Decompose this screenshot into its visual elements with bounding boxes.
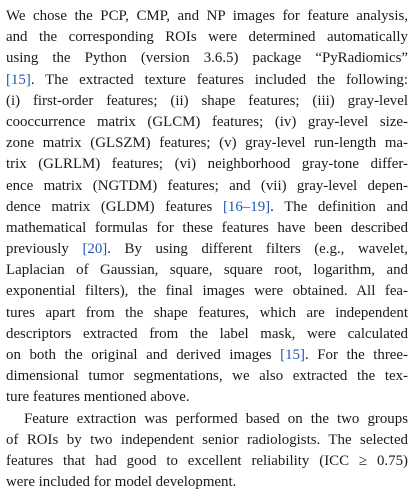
text-line: ence matrix (NGTDM) features; and (vii) … (6, 176, 408, 197)
text-segment: dimensional tumor segmentations, we also… (6, 368, 408, 385)
text-line: cooccurrence matrix (GLCM) features; (iv… (6, 112, 408, 133)
text-segment: ence matrix (NGTDM) features; and (vii) … (6, 177, 408, 194)
text-segment: Feature extraction was performed based o… (24, 410, 408, 427)
text-line: exponential filters), the final images w… (6, 281, 408, 302)
text-segment: using the Python (version 3.6.5) package… (6, 50, 408, 67)
text-segment: mathematical formulas for these features… (6, 219, 408, 236)
text-line: trix (GLRLM) features; (vi) neighborhood… (6, 154, 408, 175)
text-line: dence matrix (GLDM) features [16–19]. Th… (6, 197, 408, 218)
text-line: dimensional tumor segmentations, we also… (6, 366, 408, 387)
text-segment: were included for model development. (6, 474, 237, 491)
text-segment: . By using different filters (e.g., wave… (107, 241, 408, 258)
text-segment: Laplacian of Gaussian, square, square ro… (6, 262, 408, 279)
article-body: We chose the PCP, CMP, and NP images for… (6, 6, 408, 493)
text-line: were included for model development. (6, 472, 408, 493)
text-line: We chose the PCP, CMP, and NP images for… (6, 6, 408, 27)
text-segment: We chose the PCP, CMP, and NP images for… (6, 8, 408, 24)
text-segment: (i) first-order features; (ii) shape fea… (6, 92, 408, 109)
text-line: descriptors extracted from the label mas… (6, 324, 408, 345)
text-line: (i) first-order features; (ii) shape fea… (6, 91, 408, 112)
text-segment: ture features mentioned above. (6, 389, 190, 406)
text-line: mathematical formulas for these features… (6, 218, 408, 239)
text-line: and the corresponding ROIs were determin… (6, 27, 408, 48)
citation-link[interactable]: [20] (82, 241, 108, 258)
text-line: Laplacian of Gaussian, square, square ro… (6, 260, 408, 281)
text-line: features that had good to excellent reli… (6, 451, 408, 472)
text-segment: . The extracted texture features include… (30, 71, 408, 88)
text-segment: descriptors extracted from the label mas… (6, 325, 408, 342)
text-line: Feature extraction was performed based o… (6, 409, 408, 430)
text-line: zone matrix (GLSZM) features; (v) gray-l… (6, 133, 408, 154)
text-line: [15]. The extracted texture features inc… (6, 70, 408, 91)
text-segment: exponential filters), the final images w… (6, 283, 408, 300)
text-line: using the Python (version 3.6.5) package… (6, 48, 408, 69)
text-segment: . The definition and (270, 198, 408, 215)
citation-link[interactable]: [15] (280, 347, 305, 363)
text-segment: . For the three- (304, 347, 408, 363)
paragraph: We chose the PCP, CMP, and NP images for… (6, 6, 408, 409)
text-segment: of ROIs by two independent senior radiol… (6, 431, 408, 448)
text-segment: on both the original and derived images (6, 347, 281, 363)
text-segment: previously (6, 241, 83, 258)
text-line: tures apart from the shape features, whi… (6, 303, 408, 324)
text-segment: tures apart from the shape features, whi… (6, 304, 408, 321)
text-line: previously [20]. By using different filt… (6, 239, 408, 260)
citation-link[interactable]: [16–19] (222, 198, 271, 215)
citation-link[interactable]: [15] (6, 71, 31, 88)
text-segment: dence matrix (GLDM) features (6, 198, 223, 215)
text-line: ture features mentioned above. (6, 387, 408, 408)
paragraph: Feature extraction was performed based o… (6, 409, 408, 493)
text-segment: features that had good to excellent reli… (6, 452, 408, 469)
text-line: of ROIs by two independent senior radiol… (6, 430, 408, 451)
text-segment: cooccurrence matrix (GLCM) features; (iv… (6, 113, 408, 130)
text-segment: zone matrix (GLSZM) features; (v) gray-l… (6, 135, 408, 152)
text-line: on both the original and derived images … (6, 345, 408, 366)
text-segment: trix (GLRLM) features; (vi) neighborhood… (6, 156, 408, 173)
text-segment: and the corresponding ROIs were determin… (6, 29, 408, 46)
